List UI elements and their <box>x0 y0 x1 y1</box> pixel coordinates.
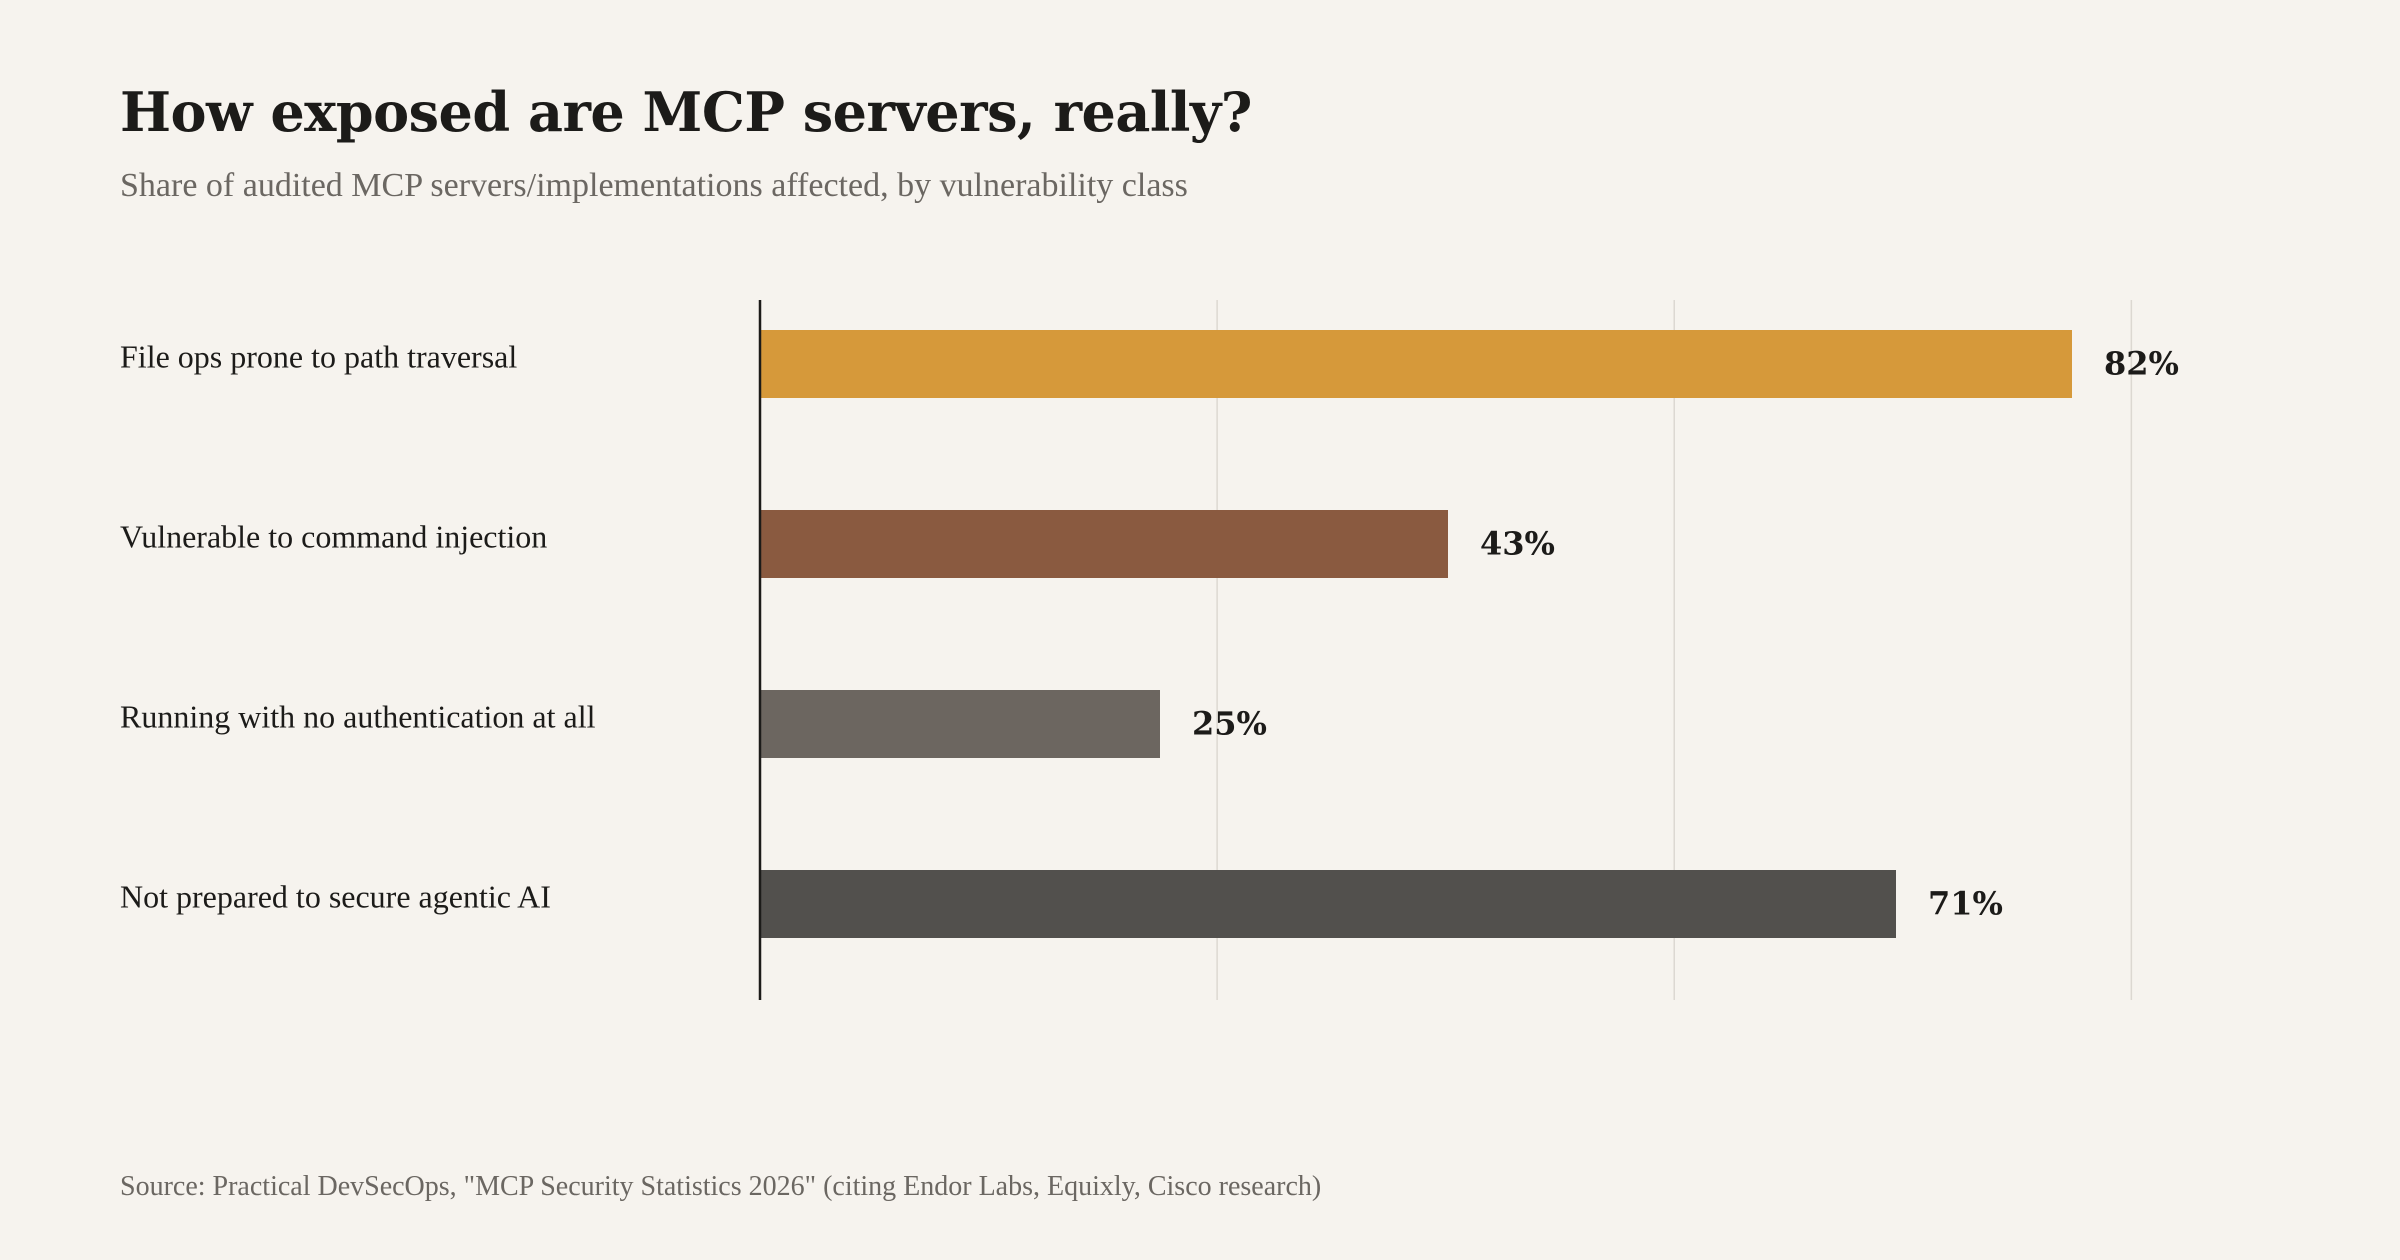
category-label-1: File ops prone to path traversal <box>120 338 517 374</box>
chart-title: How exposed are MCP servers, really? <box>120 80 1252 144</box>
source-note: Source: Practical DevSecOps, "MCP Securi… <box>120 1171 1322 1202</box>
bar-2 <box>760 510 1448 578</box>
category-label-2: Vulnerable to command injection <box>120 518 547 554</box>
value-label-4: 71% <box>1928 885 2003 923</box>
value-label-3: 25% <box>1192 705 1267 743</box>
bars <box>760 330 2072 938</box>
bar-1 <box>760 330 2072 398</box>
bar-3 <box>760 690 1160 758</box>
value-labels: 82% 43% 25% 71% <box>1192 345 2179 923</box>
value-label-1: 82% <box>2104 345 2179 383</box>
category-labels: File ops prone to path traversal Vulnerab… <box>120 338 596 914</box>
category-label-3: Running with no authentication at all <box>120 698 596 734</box>
bar-4 <box>760 870 1896 938</box>
value-label-2: 43% <box>1480 525 1555 563</box>
chart-subtitle: Share of audited MCP servers/implementat… <box>120 167 1188 204</box>
category-label-4: Not prepared to secure agentic AI <box>120 878 551 914</box>
